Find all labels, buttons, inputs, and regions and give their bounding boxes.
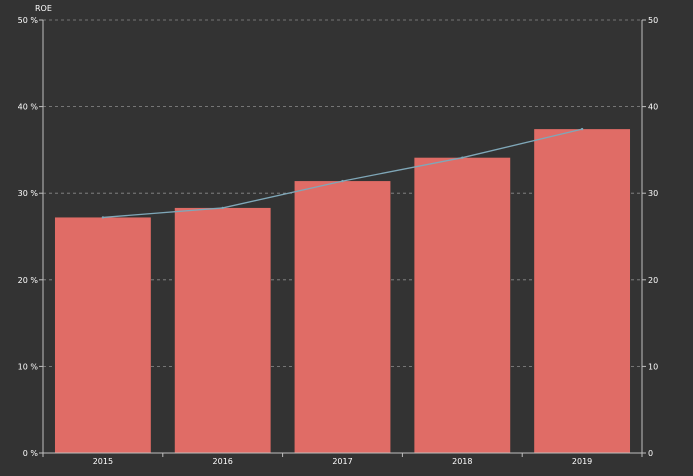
y-axis-title: ROE <box>35 4 52 13</box>
x-tick-label: 2016 <box>213 457 233 466</box>
bar-series <box>54 129 631 454</box>
right-tick-label: 10 <box>648 362 658 371</box>
bar <box>534 129 631 453</box>
x-tick-label: 2017 <box>332 457 352 466</box>
left-tick-label: 10 % <box>18 362 39 371</box>
bar <box>54 217 151 453</box>
line-series <box>101 127 584 219</box>
left-tick-label: 20 % <box>18 276 39 285</box>
bar <box>174 207 271 453</box>
bar <box>294 181 391 454</box>
line-point <box>341 179 344 183</box>
left-tick-label: 30 % <box>18 189 39 198</box>
left-tick-label: 50 % <box>18 16 39 25</box>
right-tick-label: 40 <box>648 103 658 112</box>
x-tick-label: 2015 <box>93 457 113 466</box>
line-point <box>221 206 224 210</box>
line-point <box>101 216 105 219</box>
right-tick-label: 50 <box>648 16 658 25</box>
left-tick-label: 40 % <box>18 103 39 112</box>
right-tick-label: 30 <box>648 189 658 198</box>
right-tick-label: 20 <box>648 276 658 285</box>
line-point <box>580 127 584 131</box>
x-tick-label: 2018 <box>452 457 472 466</box>
axis-labels: 0 % 0 10 % 10 20 % 20 30 % 30 40 % 40 50 % 50 2015 20… <box>18 16 659 466</box>
axes <box>39 19 646 457</box>
line-point <box>461 156 464 159</box>
bar <box>414 157 511 453</box>
right-tick-label: 0 <box>648 449 653 458</box>
left-tick-label: 0 % <box>23 449 39 458</box>
x-tick-label: 2019 <box>572 457 592 466</box>
